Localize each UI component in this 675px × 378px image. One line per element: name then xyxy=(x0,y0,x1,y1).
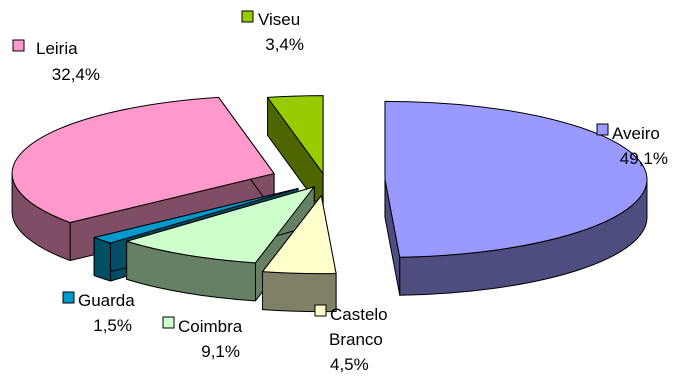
data-label-leiria: Leiria 32,4% xyxy=(12,39,100,84)
legend-swatch-leiria xyxy=(12,39,25,52)
slice-rim-guarda xyxy=(93,236,111,282)
legend-swatch-coimbra xyxy=(162,316,175,329)
slice-percent-aveiro: 49,1% xyxy=(620,149,668,168)
slice-castelo-branco xyxy=(262,195,337,313)
slice-name-castelo-branco: Castelo xyxy=(330,305,388,324)
slice-name-viseu: Viseu xyxy=(258,10,300,29)
legend-swatch-viseu xyxy=(241,10,254,23)
slice-aveiro xyxy=(384,100,648,296)
slice-name-coimbra: Coimbra xyxy=(178,317,243,336)
slice-name-guarda: Guarda xyxy=(78,291,135,310)
data-label-coimbra: Coimbra 9,1% xyxy=(162,316,243,361)
slice-percent-castelo-branco: 4,5% xyxy=(330,355,369,374)
slice-name2-castelo-branco: Branco xyxy=(329,330,383,349)
slice-name-leiria: Leiria xyxy=(36,39,78,58)
slice-top-aveiro xyxy=(384,100,648,258)
slice-top-viseu xyxy=(267,95,324,175)
slice-percent-viseu: 3,4% xyxy=(265,35,304,54)
data-label-viseu: Viseu 3,4% xyxy=(241,10,304,54)
legend-swatch-aveiro xyxy=(596,123,609,136)
legend-swatch-guarda xyxy=(62,291,75,304)
slice-name-aveiro: Aveiro xyxy=(612,124,660,143)
slice-percent-leiria: 32,4% xyxy=(52,65,100,84)
data-label-guarda: Guarda 1,5% xyxy=(62,291,135,335)
data-label-aveiro: Aveiro 49,1% xyxy=(596,123,668,168)
data-label-castelo-branco: Castelo Branco 4,5% xyxy=(314,304,388,374)
slice-percent-coimbra: 9,1% xyxy=(201,342,240,361)
slice-top-guarda xyxy=(93,188,299,244)
legend-swatch-castelo-branco xyxy=(314,304,327,317)
slice-top-castelo-branco xyxy=(262,195,337,275)
slice-top-coimbra xyxy=(126,186,315,264)
slice-percent-guarda: 1,5% xyxy=(93,316,132,335)
slice-viseu xyxy=(267,95,324,213)
slice-top-leiria xyxy=(11,96,275,224)
